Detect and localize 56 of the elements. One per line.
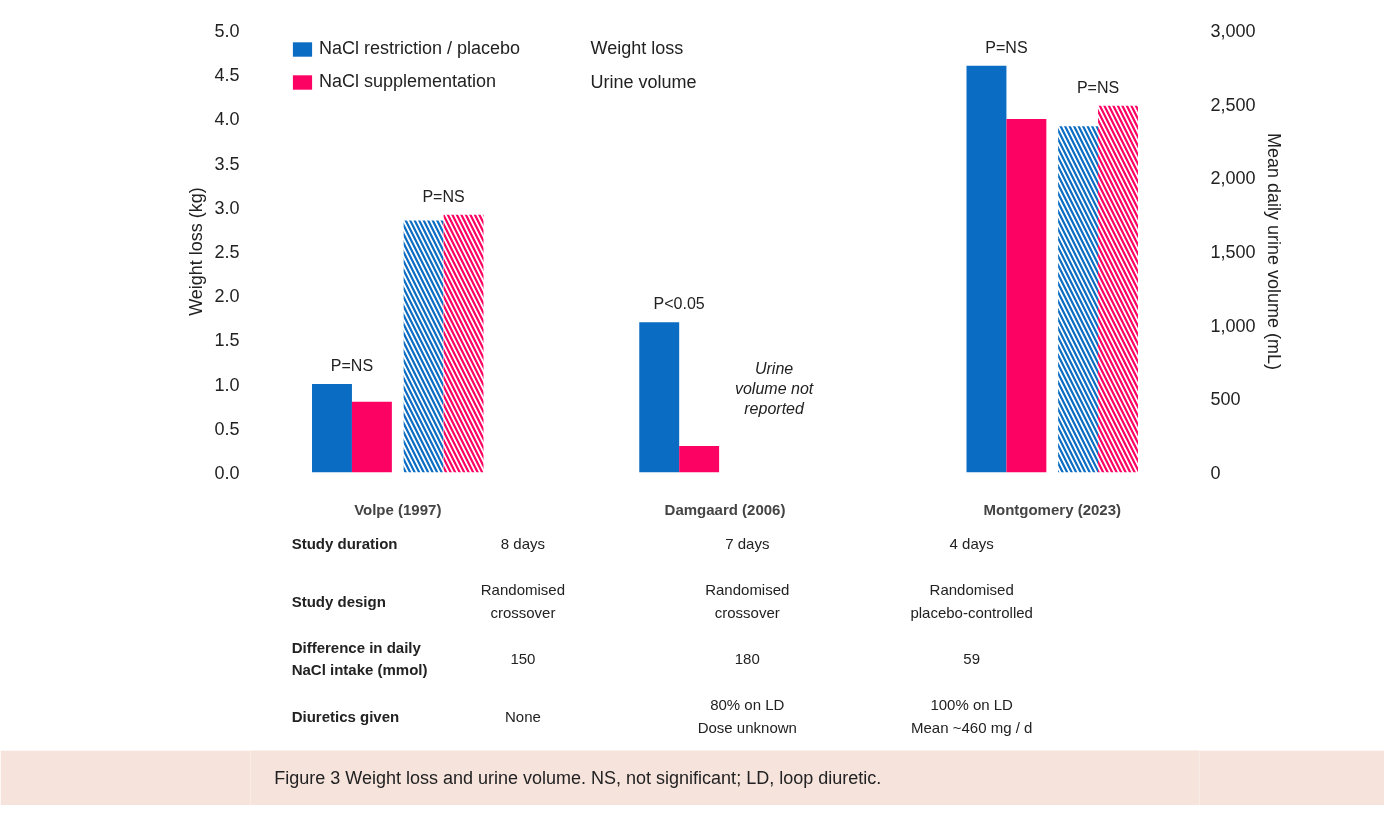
annotation: Urine volume not reported (734, 359, 814, 418)
text: 100% on LD Mean ~460 mg / d (911, 696, 1033, 736)
caption: Figure 3 Weight loss and urine volume. NS, not significant; LD, loop diuretic. (274, 768, 882, 788)
text: 59 (963, 649, 981, 667)
y2-tick-label: 1,500 (1210, 242, 1256, 262)
y-tick-label: 5.0 (214, 21, 240, 41)
y-tick-label: 0.5 (214, 418, 240, 439)
data-label: P=NS (422, 187, 465, 205)
text: 7 days (725, 535, 770, 552)
annotation: Weight loss (590, 38, 684, 59)
text: 4 days (949, 535, 994, 552)
text: None (504, 707, 541, 725)
y2-axis-title: Mean daily urine volume (mL) (1263, 132, 1284, 371)
bar (966, 65, 1007, 473)
y-tick-label: 0.0 (214, 463, 240, 483)
y-tick-label: 2.5 (214, 242, 240, 262)
data-label: P=NS (985, 38, 1028, 56)
text: Study duration (291, 535, 398, 552)
y-tick-label: 2.0 (214, 286, 240, 307)
y2-tick-label: 1,000 (1210, 315, 1256, 336)
y2-tick-label: 3,000 (1210, 21, 1256, 41)
legend-label: NaCl supplementation (319, 71, 497, 92)
legend-label: NaCl restriction / placebo (319, 38, 521, 59)
y2-tick-label: 2,000 (1210, 168, 1256, 189)
y-tick-label: 3.0 (214, 197, 240, 218)
bar (639, 322, 680, 473)
bar (679, 445, 720, 473)
text: 180 (734, 649, 760, 667)
x-tick-label: Damgaard (2006) (664, 500, 786, 518)
text: Study design (291, 592, 386, 610)
y-tick-label: 4.0 (214, 109, 240, 130)
data-label: P=NS (1076, 78, 1120, 96)
bar (1006, 118, 1047, 473)
y2-tick-label: 0 (1210, 463, 1221, 483)
data-label: P<0.05 (653, 295, 705, 313)
annotation: Urine volume (590, 72, 697, 93)
y-tick-label: 1.5 (214, 330, 240, 351)
text: 8 days (500, 535, 545, 552)
y2-tick-label: 500 (1210, 389, 1241, 410)
data-label: P=NS (330, 357, 374, 375)
y-tick-label: 3.5 (214, 153, 240, 174)
text: Diuretics given (291, 707, 400, 725)
text: Randomised crossover (480, 581, 566, 621)
y2-tick-label: 2,500 (1210, 94, 1256, 115)
text: Randomised crossover (705, 581, 790, 621)
text: Difference in daily NaCl intake (mmol) (291, 638, 428, 679)
text: Randomised placebo-controlled (910, 581, 1033, 621)
x-tick-label: Montgomery (2023) (983, 500, 1122, 518)
y-tick-label: 4.5 (214, 65, 240, 86)
y-tick-label: 1.0 (214, 374, 240, 395)
y-axis-title: Weight loss (kg) (186, 187, 207, 316)
text: 80% on LD Dose unknown (697, 696, 797, 736)
bar (351, 401, 392, 473)
text: 150 (510, 649, 536, 667)
x-tick-label: Volpe (1997) (354, 500, 442, 518)
bar (312, 384, 352, 473)
